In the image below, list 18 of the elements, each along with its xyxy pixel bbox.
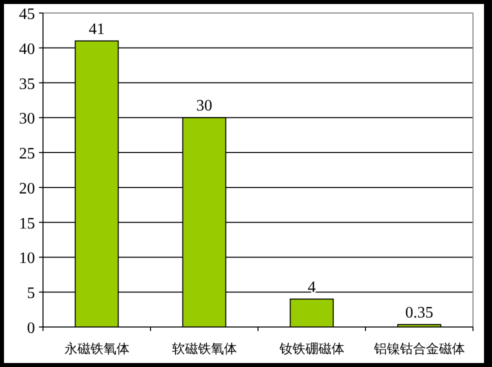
y-tick-label: 25: [19, 146, 35, 163]
y-tick-label: 35: [19, 76, 35, 93]
y-tick-label: 20: [19, 180, 35, 198]
bar: [290, 298, 334, 328]
y-tick-label: 15: [19, 215, 35, 232]
y-tick-label: 10: [19, 250, 35, 268]
x-tick-label: 软磁铁氧体: [172, 342, 237, 357]
data-label: 0.35: [405, 304, 434, 322]
x-tick-label: 永磁铁氧体: [64, 341, 130, 357]
y-tick-label: 45: [19, 6, 35, 23]
y-tick-label: 30: [19, 110, 35, 128]
data-label: 41: [88, 20, 105, 38]
y-tick-label: 0: [27, 320, 35, 337]
y-tick-label: 5: [27, 285, 35, 302]
x-tick-label: 钕铁硼磁体: [278, 342, 344, 357]
y-tick-label: 40: [19, 40, 35, 58]
x-tick-label: 铝镍钴合金磁体: [372, 342, 465, 357]
data-label: 30: [196, 98, 212, 115]
